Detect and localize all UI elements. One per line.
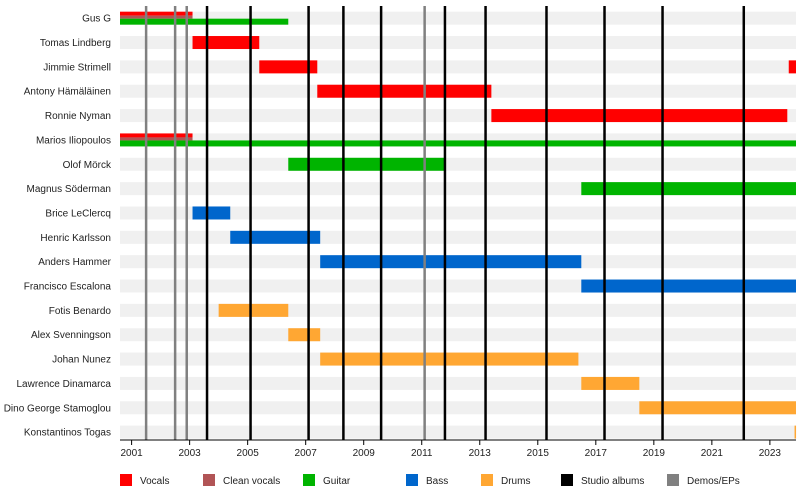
member-label: Konstantinos Togas [24,428,111,439]
legend-item: Drums [481,474,530,487]
member-label: Alex Svenningson [31,330,111,341]
member-label: Henric Karlsson [40,233,111,244]
bar-vocals [120,133,193,138]
member-label: Fotis Benardo [49,306,112,317]
bar-bass [581,279,796,293]
bar-vocals [120,11,193,16]
bar-guitar [288,157,445,171]
member-label: Jimmie Strimell [43,62,111,73]
bar-drums [581,376,640,390]
x-tick-label: 2009 [353,448,376,459]
member-label: Brice LeClercq [45,208,111,219]
row-band [120,206,796,220]
member-label: Olof Mörck [63,160,112,171]
legend-item: Bass [406,474,448,487]
x-tick-label: 2021 [701,448,724,459]
x-tick-label: 2007 [295,448,318,459]
legend-swatch [667,474,679,486]
member-label: Dino George Stamoglou [4,403,111,414]
member-label: Tomas Lindberg [40,38,111,49]
member-label: Johan Nunez [52,355,111,366]
bar-vocals [788,60,796,74]
member-label: Anders Hammer [38,257,111,268]
legend-swatch [203,474,215,486]
legend-label: Studio albums [581,476,644,487]
bar-vocals [491,109,788,123]
member-label: Gus G [82,14,111,25]
member-bars [120,11,797,439]
row-band [120,36,796,50]
bar-drums [320,352,579,366]
row-band [120,60,796,74]
legend-item: Clean vocals [203,474,280,487]
bar-guitar [120,18,289,25]
row-band [120,401,796,415]
legend-swatch [406,474,418,486]
row-band [120,328,796,342]
legend-item: Vocals [120,474,169,487]
x-tick-label: 2023 [759,448,782,459]
legend-item: Guitar [303,474,351,487]
legend-swatch [303,474,315,486]
x-tick-label: 2019 [643,448,666,459]
member-label: Antony Hämäläinen [24,87,111,98]
row-band [120,230,796,244]
x-tick-label: 2017 [585,448,608,459]
bar-guitar [581,182,796,196]
bar-drums [639,401,796,415]
legend-label: Drums [501,476,530,487]
legend-label: Guitar [323,476,351,487]
member-label: Magnus Söderman [27,184,112,195]
member-label: Ronnie Nyman [45,111,111,122]
bar-vocals [259,60,318,74]
row-band [120,11,796,25]
bar-bass [230,230,321,244]
row-bands [120,11,796,439]
legend-label: Clean vocals [223,476,280,487]
legend-item: Studio albums [561,474,644,487]
legend-label: Demos/EPs [687,476,740,487]
bar-drums [218,303,289,317]
bar-clean [120,15,193,19]
legend-label: Vocals [140,476,169,487]
legend-swatch [120,474,132,486]
row-band [120,425,796,439]
x-tick-label: 2011 [411,448,433,459]
row-band [120,157,796,171]
row-band [120,376,796,390]
bar-drums [794,425,797,439]
release-lines [144,6,746,440]
bar-bass [320,255,582,269]
x-axis: 2001 2003 2005 2007 2009 2011 2013 2015 2017 2019… [120,439,796,459]
bar-vocals [192,36,260,50]
member-labels: Gus G Tomas Lindberg Jimmie Strimell Antony… [4,14,112,439]
x-tick-label: 2015 [527,448,550,459]
legend-swatch [561,474,573,486]
x-tick-label: 2003 [179,448,202,459]
bar-guitar [120,140,796,147]
legend-swatch [481,474,493,486]
bar-clean [120,137,193,141]
x-tick-label: 2005 [237,448,260,459]
member-label: Marios Iliopoulos [36,135,111,146]
bar-vocals [317,84,492,98]
x-tick-label: 2001 [120,448,143,459]
x-tick-label: 2013 [469,448,492,459]
legend-item: Demos/EPs [667,474,740,487]
member-label: Francisco Escalona [24,282,112,293]
legend: Vocals Clean vocals Guitar Bass Drums Studio … [120,474,740,487]
legend-label: Bass [426,476,448,487]
row-band [120,303,796,317]
bar-bass [192,206,231,220]
bar-drums [288,328,321,342]
member-label: Lawrence Dinamarca [17,379,112,390]
